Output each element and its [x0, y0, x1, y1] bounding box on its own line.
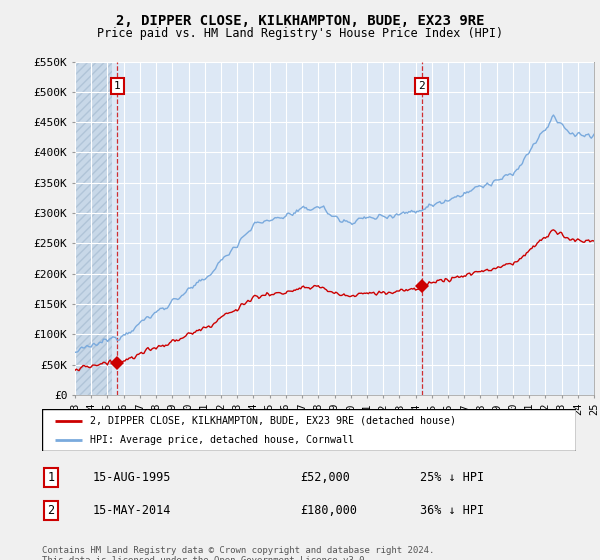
Text: 2: 2 — [47, 504, 55, 517]
Bar — [75, 62, 112, 395]
Text: HPI: Average price, detached house, Cornwall: HPI: Average price, detached house, Corn… — [90, 435, 354, 445]
Text: Contains HM Land Registry data © Crown copyright and database right 2024.
This d: Contains HM Land Registry data © Crown c… — [42, 546, 434, 560]
Text: 15-AUG-1995: 15-AUG-1995 — [93, 470, 172, 484]
Text: 1: 1 — [114, 81, 121, 91]
Text: 25% ↓ HPI: 25% ↓ HPI — [420, 470, 484, 484]
Text: 36% ↓ HPI: 36% ↓ HPI — [420, 504, 484, 517]
Text: 15-MAY-2014: 15-MAY-2014 — [93, 504, 172, 517]
Text: £52,000: £52,000 — [300, 470, 350, 484]
Text: Price paid vs. HM Land Registry's House Price Index (HPI): Price paid vs. HM Land Registry's House … — [97, 27, 503, 40]
Text: 1: 1 — [47, 470, 55, 484]
Text: £180,000: £180,000 — [300, 504, 357, 517]
Text: 2, DIPPER CLOSE, KILKHAMPTON, BUDE, EX23 9RE: 2, DIPPER CLOSE, KILKHAMPTON, BUDE, EX23… — [116, 14, 484, 28]
Text: 2: 2 — [418, 81, 425, 91]
Text: 2, DIPPER CLOSE, KILKHAMPTON, BUDE, EX23 9RE (detached house): 2, DIPPER CLOSE, KILKHAMPTON, BUDE, EX23… — [90, 416, 456, 426]
